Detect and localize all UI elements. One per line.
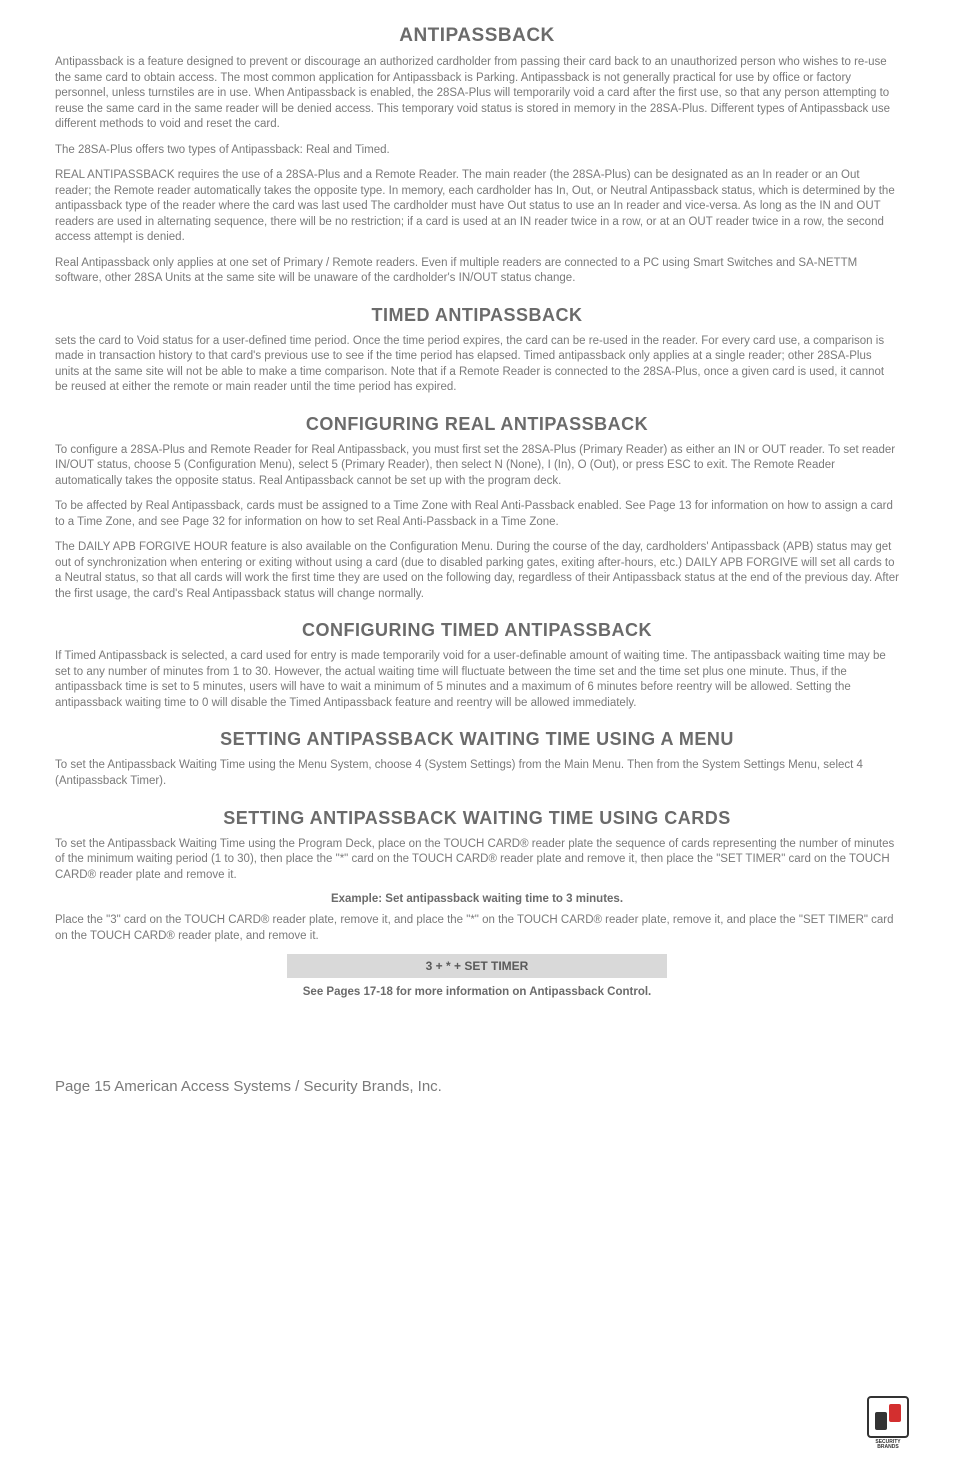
paragraph: To configure a 28SA-Plus and Remote Read… [55,443,899,490]
paragraph: sets the card to Void status for a user-… [55,334,899,396]
paragraph: To set the Antipassback Waiting Time usi… [55,837,899,884]
section-title-configuring-real: CONFIGURING REAL ANTIPASSBACK [55,414,899,435]
paragraph: Antipassback is a feature designed to pr… [55,55,899,133]
example-header: Example: Set antipassback waiting time t… [55,893,899,905]
section-title-setting-cards: SETTING ANTIPASSBACK WAITING TIME USING … [55,808,899,829]
example-description: Place the "3" card on the TOUCH CARD® re… [55,913,899,944]
section-title-setting-menu: SETTING ANTIPASSBACK WAITING TIME USING … [55,729,899,750]
page-footer: Page 15 American Access Systems / Securi… [55,1078,899,1095]
section-title-timed-antipassback: TIMED ANTIPASSBACK [55,305,899,326]
see-pages-note: See Pages 17-18 for more information on … [55,986,899,998]
paragraph: REAL ANTIPASSBACK requires the use of a … [55,168,899,246]
section-title-configuring-timed: CONFIGURING TIMED ANTIPASSBACK [55,620,899,641]
security-brands-logo: SECURITY BRANDS [867,1396,909,1450]
paragraph: If Timed Antipassback is selected, a car… [55,649,899,711]
paragraph: To set the Antipassback Waiting Time usi… [55,758,899,789]
paragraph: To be affected by Real Antipassback, car… [55,499,899,530]
paragraph: Real Antipassback only applies at one se… [55,256,899,287]
paragraph: The 28SA-Plus offers two types of Antipa… [55,143,899,159]
section-title-antipassback: ANTIPASSBACK [55,25,899,47]
logo-text-line2: BRANDS [877,1444,898,1450]
code-sequence: 3 + * + SET TIMER [287,954,667,978]
paragraph: The DAILY APB FORGIVE HOUR feature is al… [55,540,899,602]
